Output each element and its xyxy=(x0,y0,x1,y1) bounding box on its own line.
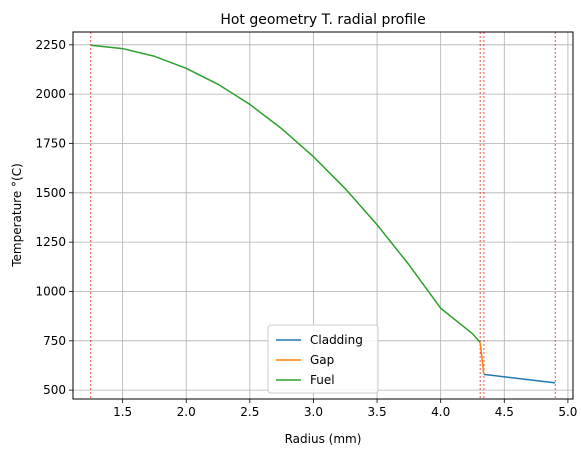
y-tick-label: 1250 xyxy=(35,235,66,249)
y-tick-label: 1000 xyxy=(35,284,66,298)
x-tick-label: 3.5 xyxy=(368,405,387,419)
y-tick-label: 1750 xyxy=(35,136,66,150)
y-tick-label: 750 xyxy=(43,334,66,348)
legend-label: Fuel xyxy=(310,373,335,387)
x-tick-label: 4.0 xyxy=(431,405,450,419)
x-tick-label: 3.0 xyxy=(304,405,323,419)
y-tick-label: 2000 xyxy=(35,87,66,101)
x-tick-label: 2.0 xyxy=(177,405,196,419)
legend-label: Gap xyxy=(310,353,334,367)
y-axis-label: Temperature °(C) xyxy=(10,163,24,268)
x-axis-label: Radius (mm) xyxy=(285,432,362,446)
x-tick-label: 1.5 xyxy=(113,405,132,419)
x-tick-label: 4.5 xyxy=(495,405,514,419)
y-tick-label: 1500 xyxy=(35,186,66,200)
x-tick-label: 2.5 xyxy=(240,405,259,419)
legend-label: Cladding xyxy=(310,333,363,347)
legend: Cladding Gap Fuel xyxy=(268,325,378,393)
chart-title: Hot geometry T. radial profile xyxy=(220,12,425,28)
x-tick-label: 5.0 xyxy=(558,405,577,419)
y-tick-label: 2250 xyxy=(35,38,66,52)
y-tick-label: 500 xyxy=(43,383,66,397)
